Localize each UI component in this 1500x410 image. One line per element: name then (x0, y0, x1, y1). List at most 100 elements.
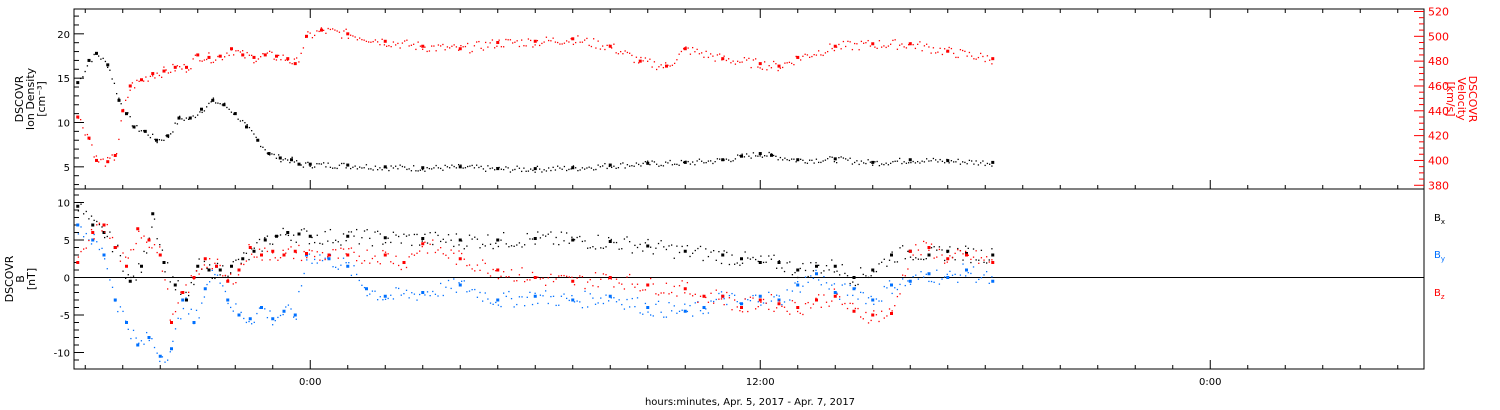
trace-dot (96, 241, 98, 243)
trace-dot (732, 160, 734, 162)
bx-point (140, 264, 143, 268)
trace-dot (829, 43, 831, 45)
trace-dot (463, 258, 465, 260)
trace-dot (458, 163, 460, 166)
trace-dot (442, 253, 444, 255)
trace-dot (466, 264, 468, 267)
trace-dot (348, 262, 350, 264)
trace-dot (518, 296, 521, 298)
trace-dot (437, 167, 440, 169)
trace-dot (167, 359, 169, 361)
trace-dot (411, 244, 413, 247)
trace-dot (500, 46, 503, 48)
trace-dot (865, 275, 867, 277)
trace-dot (383, 166, 386, 169)
trace-dot (277, 259, 279, 261)
trace-dot (560, 231, 563, 233)
trace-dot (311, 37, 314, 39)
trace-dot (797, 310, 799, 313)
trace-dot (823, 275, 825, 278)
trace-dot (644, 302, 647, 305)
trace-dot (513, 306, 515, 308)
density-point (188, 116, 192, 120)
trace-dot (525, 45, 527, 47)
trace-dot (421, 245, 423, 248)
trace-dot (327, 257, 329, 259)
trace-dot (946, 251, 948, 254)
trace-dot (939, 158, 941, 161)
trace-dot (681, 280, 683, 282)
trace-dot (282, 249, 284, 251)
trace-dot (156, 72, 158, 74)
trace-dot (531, 271, 534, 274)
trace-dot (797, 281, 799, 283)
trace-dot (872, 43, 874, 45)
trace-dot (749, 258, 752, 260)
series-by (76, 223, 995, 363)
trace-dot (794, 301, 796, 304)
trace-dot (962, 263, 964, 265)
trace-dot (750, 66, 752, 69)
trace-dot (235, 281, 237, 284)
velocity-point (162, 69, 166, 73)
trace-dot (169, 351, 171, 353)
trace-dot (266, 316, 269, 319)
trace-dot (461, 252, 463, 255)
trace-dot (307, 31, 309, 33)
trace-dot (685, 46, 687, 48)
trace-dot (210, 62, 212, 64)
trace-dot (131, 82, 134, 84)
trace-dot (888, 280, 891, 282)
trace-dot (825, 282, 828, 284)
trace-dot (689, 293, 691, 295)
trace-dot (736, 262, 738, 264)
trace-dot (789, 299, 791, 301)
trace-dot (503, 168, 505, 171)
trace-dot (237, 314, 240, 317)
trace-dot (381, 169, 383, 171)
trace-dot (415, 48, 417, 51)
trace-dot (148, 237, 150, 239)
velocity-point (908, 42, 912, 46)
trace-dot (613, 297, 615, 299)
trace-dot (244, 122, 246, 124)
trace-dot (287, 304, 290, 306)
trace-dot (557, 165, 559, 167)
trace-dot (224, 274, 227, 277)
trace-dot (125, 277, 127, 279)
trace-dot (491, 167, 494, 169)
trace-dot (673, 305, 675, 307)
trace-dot (329, 166, 332, 168)
trace-dot (289, 161, 291, 164)
trace-dot (923, 258, 925, 261)
trace-dot (311, 262, 313, 264)
velocity-label-line: DSCOVR (1466, 76, 1479, 123)
trace-dot (755, 58, 757, 60)
by-point (248, 317, 252, 321)
trace-dot (804, 162, 806, 164)
trace-dot (773, 60, 775, 63)
trace-dot (991, 63, 993, 65)
trace-dot (705, 296, 707, 299)
trace-dot (776, 294, 778, 296)
trace-dot (912, 276, 914, 278)
velocity-point (496, 41, 500, 45)
trace-dot (656, 163, 658, 165)
trace-dot (180, 318, 182, 320)
by-point (203, 287, 207, 291)
trace-dot (237, 258, 240, 261)
trace-dot (508, 276, 510, 278)
trace-dot (345, 167, 347, 169)
trace-dot (400, 242, 402, 244)
trace-dot (206, 266, 208, 269)
trace-dot (146, 331, 148, 334)
trace-dot (324, 230, 326, 233)
density-point (833, 157, 837, 161)
trace-dot (453, 165, 455, 168)
trace-dot (374, 165, 377, 167)
by-point (346, 264, 350, 268)
trace-dot (80, 203, 82, 205)
trace-dot (492, 268, 494, 271)
density-label-line: [cm⁻³] (35, 81, 48, 117)
